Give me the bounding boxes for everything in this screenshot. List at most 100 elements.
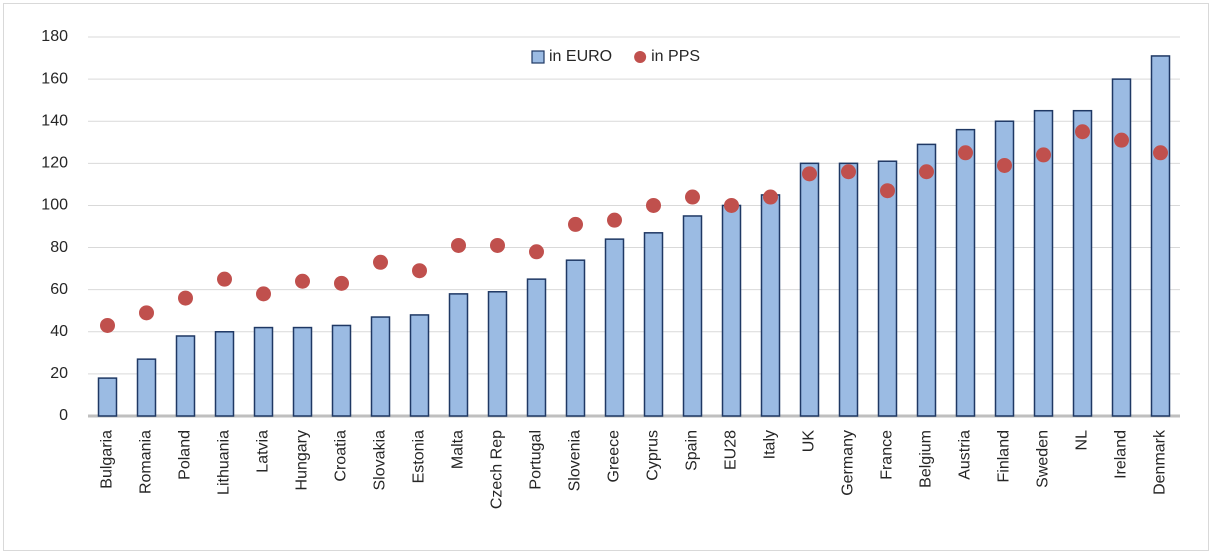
x-tick-label: Slovakia [372,430,389,491]
x-tick-label: Austria [957,430,974,480]
bar [292,326,313,417]
point [451,237,466,253]
legend-swatch [531,50,545,64]
point [334,275,349,291]
bar [136,358,157,417]
bar [253,326,274,417]
bar [487,291,508,417]
bar [877,160,898,417]
y-tick-label: 20 [50,365,68,382]
y-tick-label: 80 [50,239,68,256]
y-tick-label: 100 [41,197,68,214]
x-tick-label: France [879,430,896,480]
x-tick-label: Latvia [255,430,272,473]
bar [331,324,352,417]
bar [799,162,820,417]
y-tick-label: 0 [59,407,68,424]
x-tick-label: EU28 [723,430,740,470]
point [529,244,544,260]
bar [409,314,430,417]
y-tick-label: 180 [41,28,68,45]
legend-item: in EURO [531,48,612,65]
x-tick-label: NL [1074,430,1091,451]
point [1114,132,1129,148]
point [217,271,232,287]
x-tick-label: Lithuania [216,430,233,495]
x-tick-label: Ireland [1113,430,1130,479]
bar [760,194,781,417]
x-tick-label: Estonia [411,430,428,483]
x-tick-label: Czech Rep [489,430,506,509]
bar [97,377,118,417]
x-tick-label: Denmark [1152,429,1169,495]
point [1075,124,1090,140]
point [880,183,895,199]
point [997,157,1012,173]
point [685,189,700,205]
point [802,166,817,182]
bar [643,232,664,417]
bar [994,120,1015,417]
x-tick-label: Germany [840,430,857,496]
bar [838,162,859,417]
x-tick-label: Slovenia [567,430,584,491]
x-tick-label: Bulgaria [99,430,116,489]
point [724,197,739,213]
y-tick-label: 120 [41,155,68,172]
point [568,216,583,232]
bar [1072,109,1093,417]
bar [1033,109,1054,417]
x-tick-label: Portugal [528,430,545,490]
bar [214,331,235,417]
bar [175,335,196,417]
y-tick-label: 40 [50,323,68,340]
x-tick-label: UK [801,430,818,453]
x-tick-label: Hungary [294,430,311,490]
bar [565,259,586,417]
bar [526,278,547,417]
x-tick-label: Malta [450,430,467,469]
x-tick-label: Greece [606,430,623,483]
x-tick-label: Finland [996,430,1013,482]
point [841,164,856,180]
bar [448,293,469,417]
point [178,290,193,306]
point [412,263,427,279]
x-tick-label: Belgium [918,430,935,488]
legend-item: in PPS [634,48,700,65]
point [139,305,154,321]
bar [370,316,391,417]
bar [1150,55,1171,417]
point [100,317,115,333]
point [763,189,778,205]
x-tick-label: Spain [684,430,701,471]
point [958,145,973,161]
bar [916,143,937,417]
point [490,237,505,253]
x-tick-label: Poland [177,430,194,480]
point [256,286,271,302]
bar [1111,78,1132,417]
point [1036,147,1051,163]
x-tick-label: Romania [138,430,155,494]
y-tick-label: 140 [41,112,68,129]
point [646,197,661,213]
bar [604,238,625,417]
x-tick-label: Italy [762,430,779,459]
bar [682,215,703,417]
bar [955,128,976,417]
x-tick-label: Croatia [333,430,350,482]
point [295,273,310,289]
legend-swatch [634,51,647,63]
bar [721,204,742,417]
x-tick-label: Sweden [1035,430,1052,488]
point [1153,145,1168,161]
y-tick-label: 160 [41,70,68,87]
legend-label: in PPS [651,48,700,65]
point [373,254,388,270]
legend-label: in EURO [549,48,612,65]
point [607,212,622,228]
x-tick-label: Cyprus [645,430,662,481]
y-tick-label: 60 [50,281,68,298]
